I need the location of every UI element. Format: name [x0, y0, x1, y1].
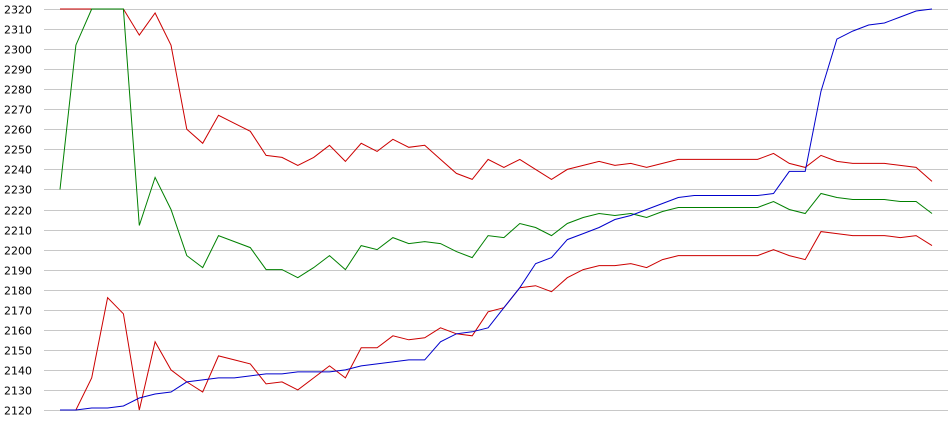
series-line-1: [60, 8, 933, 182]
y-tick-label: 2150: [4, 345, 32, 358]
y-tick-label: 2200: [4, 245, 32, 258]
y-tick-label: 2260: [4, 124, 32, 137]
y-tick-label: 2180: [4, 285, 32, 298]
y-tick-label: 2120: [4, 405, 32, 418]
y-tick-label: 2250: [4, 144, 32, 157]
y-tick-label: 2210: [4, 225, 32, 238]
y-tick-label: 2220: [4, 205, 32, 218]
y-tick-label: 2280: [4, 84, 32, 97]
grid: [44, 9, 948, 411]
series-line-3: [60, 231, 933, 411]
y-axis: 2120 2130 2140 2150 2160 2170 2180 2190 2200 2210…: [4, 4, 32, 418]
y-tick-label: 2300: [4, 44, 32, 57]
y-tick-label: 2140: [4, 365, 32, 378]
y-tick-label: 2160: [4, 325, 32, 338]
y-tick-label: 2130: [4, 385, 32, 398]
y-tick-label: 2270: [4, 104, 32, 117]
y-tick-label: 2320: [4, 4, 32, 17]
plot-area: [59, 8, 933, 411]
y-tick-label: 2310: [4, 24, 32, 37]
y-tick-label: 2290: [4, 64, 32, 77]
y-tick-label: 2240: [4, 164, 32, 177]
y-tick-label: 2230: [4, 184, 32, 197]
y-tick-label: 2170: [4, 305, 32, 318]
series-line-4: [60, 8, 933, 411]
series-line-2: [59, 8, 933, 279]
y-tick-label: 2190: [4, 265, 32, 278]
